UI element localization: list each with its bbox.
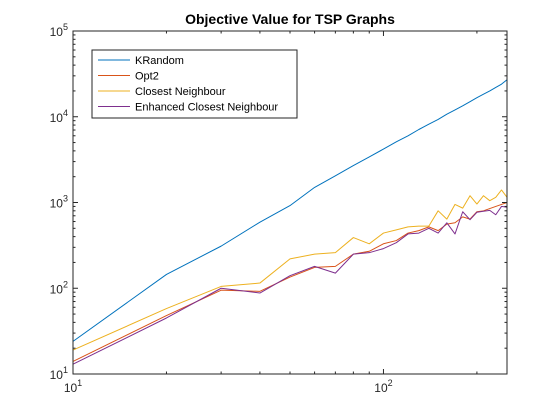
series-line-closest-neighbour xyxy=(72,189,508,351)
x-tick-label: 102 xyxy=(374,378,392,395)
legend-label-closest-neighbour: Closest Neighbour xyxy=(135,86,226,98)
legend: KRandom Opt2 Closest Neighbour Enhanced Clo… xyxy=(91,49,298,119)
series-line-enhanced-closest-neighbour xyxy=(72,205,508,365)
series-layer xyxy=(72,79,508,365)
axes-layer: 101 102 101 102 103 104 105 xyxy=(50,22,508,395)
series-line-krandom xyxy=(72,79,508,342)
legend-label-opt2: Opt2 xyxy=(135,71,159,83)
x-tick-label: 101 xyxy=(64,378,82,395)
y-tick-label: 101 xyxy=(50,365,68,382)
y-tick-label: 102 xyxy=(50,279,68,296)
legend-label-krandom: KRandom xyxy=(135,55,184,67)
y-tick-label: 104 xyxy=(50,108,68,125)
legend-label-enhanced-closest-neighbour: Enhanced Closest Neighbour xyxy=(135,102,278,114)
chart-title: Objective Value for TSP Graphs xyxy=(185,11,395,27)
y-tick-label: 103 xyxy=(50,194,68,211)
y-tick-label: 105 xyxy=(50,22,68,39)
